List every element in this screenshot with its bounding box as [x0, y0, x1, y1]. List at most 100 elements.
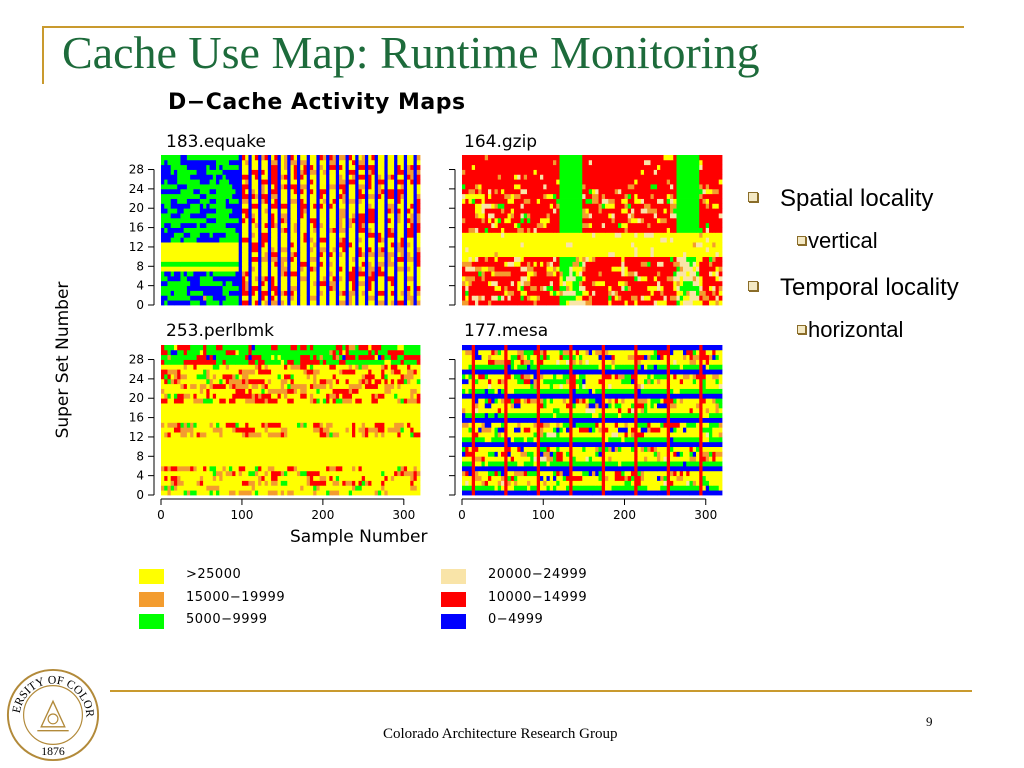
heatmap-cell [631, 446, 635, 452]
heatmap-cell [670, 436, 674, 443]
heatmap-cell [618, 242, 632, 248]
heatmap-cell [180, 393, 185, 399]
heatmap-cell [199, 198, 210, 204]
heatmap-cell [261, 422, 265, 428]
heatmap-cell [209, 174, 214, 180]
heatmap-cell [397, 275, 405, 282]
heatmap-cell [614, 290, 619, 296]
heatmap-cell [271, 179, 278, 185]
heatmap-cell [280, 179, 285, 185]
heatmap-cell [705, 246, 710, 253]
heatmap-cell [284, 169, 288, 175]
heatmap-cell [190, 213, 194, 219]
heatmap-cell [699, 198, 703, 204]
heatmap-cell [517, 446, 521, 452]
heatmap-cell [322, 364, 327, 370]
heatmap-cell [225, 485, 233, 491]
heatmap-cell [562, 427, 567, 433]
heatmap-cell [536, 227, 554, 233]
heatmap-cell [611, 485, 616, 491]
heatmap-cell [709, 432, 713, 438]
heatmap-cell [228, 383, 233, 389]
heatmap-cell [588, 188, 593, 195]
heatmap-cell [238, 300, 243, 306]
heatmap-cell [384, 359, 389, 365]
heatmap-cell [190, 345, 198, 351]
heatmap-cell [394, 232, 398, 238]
heatmap-cell [394, 251, 398, 258]
heatmap-cell [358, 222, 363, 228]
heatmap-cell [339, 261, 346, 267]
heatmap-cell [582, 485, 603, 491]
heatmap-cell [387, 364, 392, 370]
heatmap-cell [673, 227, 677, 233]
heatmap-cell [287, 285, 291, 291]
heatmap-cell [660, 222, 668, 228]
heatmap-cell [384, 470, 389, 477]
heatmap-cell [588, 275, 593, 282]
heatmap-cell [520, 184, 525, 190]
heatmap-cell [465, 198, 469, 204]
heatmap-cell [527, 271, 531, 277]
heatmap-cell [274, 295, 278, 301]
heatmap-cell [595, 242, 606, 248]
heatmap-cell [271, 256, 278, 262]
heatmap-cell [582, 295, 590, 301]
heatmap-cell [177, 222, 181, 228]
heatmap-cell [478, 256, 486, 262]
heatmap-cell [556, 266, 560, 272]
heatmap-cell [332, 261, 337, 267]
heatmap-cell [177, 169, 191, 175]
heatmap-cell [258, 155, 262, 161]
heatmap-cell [637, 155, 658, 161]
heatmap-cell [400, 427, 405, 433]
heatmap-cell [634, 436, 638, 443]
heatmap-cell [277, 465, 288, 472]
heatmap-cell [650, 470, 655, 477]
heatmap-cell [274, 485, 282, 491]
heatmap-cell [566, 451, 570, 457]
heatmap-cell [345, 295, 350, 301]
heatmap-cell [689, 295, 697, 301]
heatmap-cell [702, 470, 707, 477]
heatmap-cell [180, 422, 185, 428]
heatmap-cell [514, 446, 518, 452]
heatmap-cell [261, 295, 265, 301]
heatmap-cell [329, 465, 337, 472]
heatmap-cell [335, 475, 340, 481]
heatmap-cell [413, 169, 418, 175]
heatmap-cell [657, 222, 661, 228]
heatmap-cell [241, 213, 246, 219]
heatmap-cell [183, 393, 188, 399]
heatmap-cell [611, 446, 616, 452]
heatmap-cell [161, 393, 165, 399]
heatmap-cell [267, 237, 272, 243]
heatmap-cell [715, 256, 723, 262]
heatmap-cell [468, 432, 473, 438]
heatmap-cell [352, 480, 356, 486]
heatmap-cell [248, 266, 253, 272]
heatmap-cell [718, 155, 723, 161]
heatmap-cell [407, 159, 411, 166]
heatmap-cell [267, 188, 272, 195]
heatmap-cell [258, 383, 262, 389]
heatmap-cell [332, 193, 337, 199]
heatmap-cell [261, 475, 265, 481]
heatmap-cell [575, 432, 596, 438]
heatmap-cell [348, 164, 353, 170]
heatmap-cell [364, 290, 369, 296]
heatmap-cell [666, 465, 671, 472]
heatmap-cell [595, 208, 599, 214]
heatmap-cell [540, 485, 544, 491]
heatmap-cell [413, 232, 418, 238]
heatmap-cell [203, 354, 207, 360]
heatmap-cell [712, 261, 720, 267]
heatmap-cell [326, 266, 330, 272]
heatmap-cell [222, 198, 227, 204]
heatmap-cell [277, 217, 282, 224]
heatmap-cell [556, 432, 560, 438]
heatmap-cell [241, 432, 246, 438]
heatmap-cell [559, 465, 570, 472]
heatmap-cell [245, 237, 249, 243]
heatmap-cell [400, 155, 405, 161]
